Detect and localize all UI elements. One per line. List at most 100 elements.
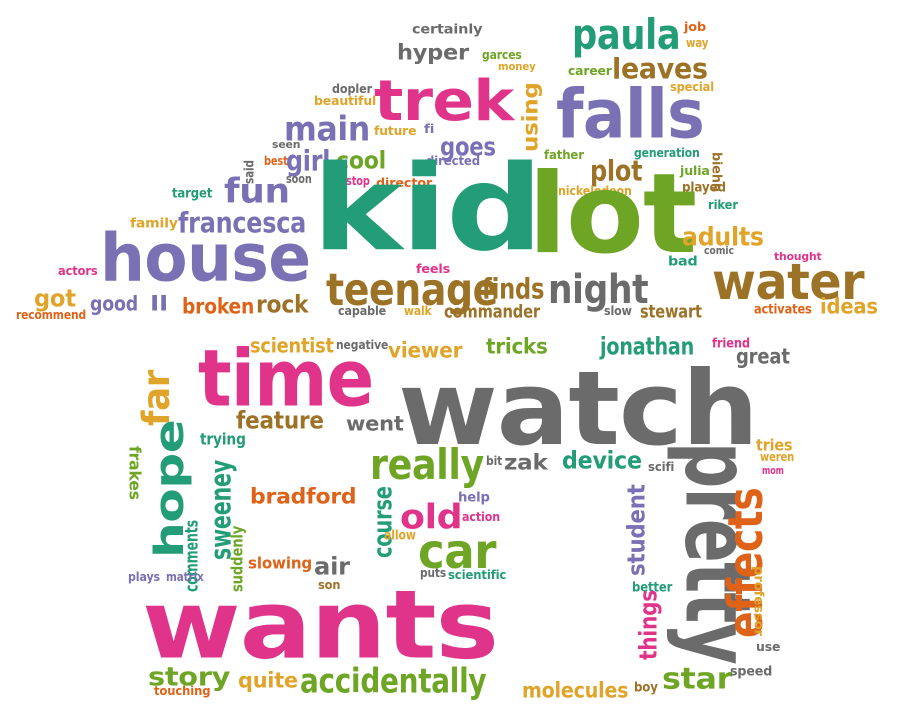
word-old: old bbox=[400, 497, 463, 537]
word-lot: lot bbox=[528, 151, 697, 279]
word-student: student bbox=[623, 484, 651, 576]
word-teenage: teenage bbox=[326, 263, 498, 316]
word-commander: commander bbox=[444, 300, 540, 322]
word-stop: stop bbox=[346, 175, 370, 189]
word-allow: allow bbox=[384, 526, 416, 543]
word-cool: cool bbox=[336, 147, 386, 175]
word-accidentally: accidentally bbox=[300, 661, 487, 701]
word-water: water bbox=[712, 253, 865, 312]
word-rock: rock bbox=[256, 291, 309, 319]
word-main: main bbox=[284, 109, 371, 149]
word-use: use bbox=[756, 641, 781, 655]
word-soon: soon bbox=[286, 173, 312, 187]
word-bit: bit bbox=[486, 455, 503, 469]
word-action: action bbox=[462, 511, 501, 525]
word-thought: thought bbox=[774, 251, 822, 263]
word-future: future bbox=[374, 125, 417, 139]
word-zak: zak bbox=[504, 449, 548, 475]
word-matrix: matrix bbox=[166, 571, 204, 585]
word-help: help bbox=[458, 488, 490, 505]
word-bad: bad bbox=[668, 252, 698, 269]
word-broken: broken bbox=[182, 293, 255, 319]
word-molecules: molecules bbox=[522, 677, 629, 703]
word-far: far bbox=[134, 370, 179, 426]
word-story: story bbox=[148, 661, 231, 692]
word-career: career bbox=[568, 65, 612, 79]
word-activates: activates bbox=[754, 300, 812, 317]
word-slowing: slowing bbox=[248, 554, 313, 573]
word-fun: fun bbox=[224, 171, 290, 211]
word-scientific: scientific bbox=[448, 569, 507, 583]
word-car: car bbox=[418, 523, 497, 580]
word-best: best bbox=[264, 155, 288, 169]
word-comic: comic bbox=[704, 245, 734, 257]
word-target: target bbox=[172, 184, 213, 201]
word-wants: wants bbox=[142, 569, 499, 681]
word-certainly: certainly bbox=[412, 20, 483, 37]
word-job: job bbox=[684, 21, 707, 35]
word-went: went bbox=[346, 412, 404, 436]
word-special: special bbox=[670, 81, 715, 95]
word-house: house bbox=[100, 219, 311, 297]
word-garces: garces bbox=[482, 49, 522, 63]
word-feature: feature bbox=[236, 407, 324, 435]
word-touching: touching bbox=[154, 685, 211, 699]
word-way: way bbox=[686, 37, 709, 51]
word-father: father bbox=[544, 149, 584, 163]
word-seen: seen bbox=[272, 139, 301, 151]
word-son: son bbox=[318, 579, 341, 593]
word-goes: goes bbox=[440, 131, 496, 162]
word-jonathan: jonathan bbox=[600, 333, 695, 361]
word-directed: directed bbox=[426, 155, 481, 169]
word-nickelodeon: nickelodeon bbox=[558, 185, 632, 199]
word-director: director bbox=[376, 177, 433, 191]
word-scifi: scifi bbox=[648, 461, 675, 475]
word-feels: feels bbox=[416, 263, 451, 277]
word-puts: puts bbox=[420, 567, 447, 581]
word-riker: riker bbox=[708, 199, 738, 213]
word-scientist: scientist bbox=[250, 334, 334, 358]
word-device: device bbox=[562, 447, 642, 475]
word-money: money bbox=[498, 61, 536, 73]
word-time: time bbox=[198, 332, 374, 425]
word-adults: adults bbox=[682, 221, 764, 252]
word-viewer: viewer bbox=[388, 337, 463, 363]
word-negative: negative bbox=[336, 339, 389, 353]
word-bradford: bradford bbox=[250, 483, 357, 509]
word-julia: julia bbox=[680, 165, 710, 179]
word-stewart: stewart bbox=[640, 300, 702, 322]
word-hyper: hyper bbox=[397, 39, 469, 65]
word-trek: trek bbox=[374, 68, 514, 134]
word-tricks: tricks bbox=[486, 333, 548, 359]
word-dopler: dopler bbox=[332, 83, 373, 97]
word-finds: finds bbox=[482, 273, 545, 306]
word-friend: friend bbox=[712, 334, 750, 351]
word-slow: slow bbox=[604, 305, 632, 319]
word-actors: actors bbox=[58, 265, 98, 279]
word-watch: watch bbox=[398, 349, 759, 469]
word-girl: girl bbox=[286, 145, 331, 178]
word-capable: capable bbox=[338, 305, 387, 319]
word-recommend: recommend bbox=[16, 309, 87, 323]
word-tries: tries bbox=[756, 436, 793, 455]
word-better: better bbox=[632, 578, 673, 595]
word-good: good bbox=[90, 292, 138, 316]
word-air: air bbox=[314, 553, 350, 581]
word-star: star bbox=[662, 661, 732, 696]
word-family: family bbox=[130, 214, 178, 231]
word-played: played bbox=[682, 178, 726, 195]
word-kid: kid bbox=[312, 140, 543, 278]
word-walk: walk bbox=[404, 305, 432, 319]
word-francesca: francesca bbox=[178, 207, 307, 240]
word-got: got bbox=[34, 285, 76, 313]
word-plot: plot bbox=[590, 155, 643, 188]
word-mom: mom bbox=[762, 465, 784, 477]
word-frakes: frakes bbox=[125, 446, 144, 500]
word-falls: falls bbox=[556, 73, 705, 154]
word-beautiful: beautiful bbox=[314, 95, 377, 109]
word-leaves: leaves bbox=[612, 53, 708, 86]
word-really: really bbox=[370, 440, 484, 490]
word-plays: plays bbox=[128, 571, 160, 585]
word-generation: generation bbox=[634, 147, 700, 161]
